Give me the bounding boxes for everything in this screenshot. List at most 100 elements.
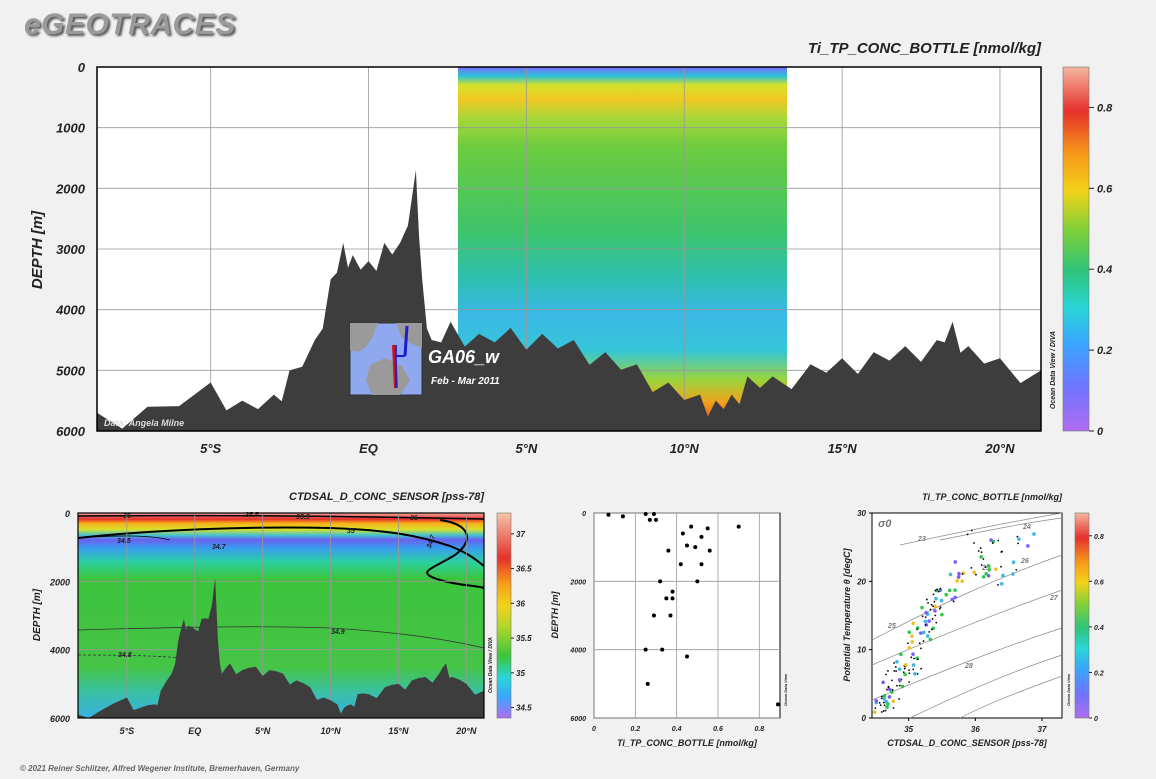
ts-point — [938, 607, 941, 610]
svg-text:35.5: 35.5 — [245, 512, 259, 519]
ts-point — [921, 615, 924, 618]
main-x-tick-label: 10°N — [670, 441, 700, 456]
ts-point — [953, 588, 957, 592]
ts-point — [878, 701, 881, 704]
ts-point — [980, 564, 983, 566]
ts-point — [924, 624, 927, 626]
ts-colorbar-tick-label: 0.2 — [1094, 670, 1104, 677]
salinity-colorbar-label: Ocean Data View / DIVA — [488, 637, 494, 693]
ts-point — [895, 659, 899, 664]
main-colorbar-tick-label: 0.4 — [1097, 264, 1112, 276]
ts-point — [899, 652, 903, 657]
profile-point — [685, 543, 689, 548]
ts-point — [916, 628, 919, 631]
salinity-seafloor — [78, 577, 484, 718]
main-x-ticks: 5°S EQ 5°N 10°N 15°N 20°N — [200, 441, 1015, 456]
main-colorbar-label: Ocean Data View / DIVA — [1050, 331, 1057, 409]
main-section-chart: Ti_TP_CONC_BOTTLE [nmol/kg] 0 1000 2000 300… — [29, 40, 1113, 456]
svg-text:34.5: 34.5 — [117, 538, 131, 545]
main-plot-frame — [96, 66, 1042, 432]
ts-point — [928, 631, 931, 633]
cruise-date-label: Feb - Mar 2011 — [431, 376, 500, 387]
ts-point — [922, 640, 925, 642]
ts-point — [891, 688, 894, 691]
ts-point — [895, 670, 897, 673]
ts-point — [910, 634, 914, 638]
svg-text:25: 25 — [981, 565, 990, 572]
ts-point — [925, 598, 928, 601]
ts-chart-title: Ti_TP_CONC_BOTTLE [nmol/kg] — [922, 492, 1063, 502]
ts-point — [907, 642, 909, 645]
profile-point — [660, 647, 665, 652]
profile-y-ticks: 0 2000 4000 6000 — [569, 511, 586, 723]
svg-text:34.8: 34.8 — [118, 652, 132, 659]
ts-point — [994, 567, 998, 571]
main-colorbar-tick-label: 0.8 — [1097, 102, 1113, 114]
salinity-y-tick-label: 4000 — [49, 646, 70, 656]
ts-point — [880, 711, 883, 713]
main-x-tick-label: 5°S — [200, 441, 221, 456]
profile-y-axis-label: DEPTH [m] — [550, 590, 560, 638]
ts-point — [937, 590, 940, 593]
ts-point — [1016, 535, 1019, 538]
ts-point — [903, 672, 907, 677]
ts-plot-frame — [871, 512, 1063, 719]
main-x-tick-label: 20°N — [984, 441, 1015, 456]
profile-point — [707, 548, 712, 553]
svg-text:36: 36 — [123, 513, 131, 520]
ts-point — [883, 704, 886, 707]
ts-point — [920, 647, 922, 650]
main-y-tick-label: 4000 — [55, 303, 86, 318]
ts-point — [928, 637, 933, 642]
profile-point — [678, 562, 683, 567]
ts-point — [885, 705, 889, 709]
ts-point — [887, 669, 889, 672]
ts-point — [984, 566, 987, 568]
ts-point — [888, 687, 892, 692]
ts-x-tick-label: 35 — [904, 725, 913, 734]
ts-point — [972, 570, 976, 575]
ts-point — [979, 547, 982, 550]
ts-colorbar-tick-label: 0.6 — [1094, 579, 1104, 586]
svg-text:36: 36 — [410, 515, 418, 522]
ts-point — [1015, 569, 1018, 571]
ts-point — [923, 619, 928, 624]
ts-point — [908, 681, 911, 683]
salinity-y-tick-label: 2000 — [49, 577, 70, 587]
ts-x-ticks: 35 36 37 — [904, 718, 1047, 734]
main-y-tick-label: 6000 — [56, 424, 86, 439]
ts-point — [911, 652, 915, 656]
ts-point — [936, 588, 939, 591]
ts-point — [924, 616, 927, 619]
ts-point — [882, 710, 885, 712]
salinity-y-axis-label: DEPTH [m] — [32, 588, 43, 641]
profile-point — [651, 613, 656, 618]
cruise-inset-map — [349, 322, 423, 396]
main-y-tick-label: 2000 — [55, 181, 86, 196]
main-y-tick-label: 5000 — [56, 363, 86, 378]
profile-y-tick-label: 2000 — [569, 579, 586, 586]
isopycnal-labels: 23 24 25 25 26 27 28 — [887, 524, 1059, 670]
ts-point — [927, 601, 929, 604]
ts-point — [1000, 551, 1003, 553]
salinity-x-tick-label: 5°N — [255, 726, 271, 736]
profile-point — [647, 517, 652, 522]
profile-point — [658, 579, 663, 584]
ts-point — [891, 679, 893, 682]
profile-point — [654, 517, 658, 522]
salinity-x-tick-label: 20°N — [455, 726, 477, 736]
profile-y-tick-label: 0 — [582, 511, 586, 518]
ts-point — [894, 666, 897, 668]
main-colorbar: 0 0.2 0.4 0.6 0.8 Ocean Data View / DIVA — [1050, 66, 1113, 438]
ts-point — [913, 671, 917, 676]
ts-point — [920, 605, 924, 610]
profile-point — [666, 548, 671, 553]
ts-point — [887, 695, 892, 699]
profile-point — [670, 589, 675, 594]
ts-point — [997, 539, 1000, 542]
ts-point — [934, 596, 938, 601]
ts-point — [934, 589, 937, 592]
ts-point — [920, 667, 923, 670]
ts-point — [884, 699, 889, 704]
svg-text:26: 26 — [1020, 558, 1029, 565]
